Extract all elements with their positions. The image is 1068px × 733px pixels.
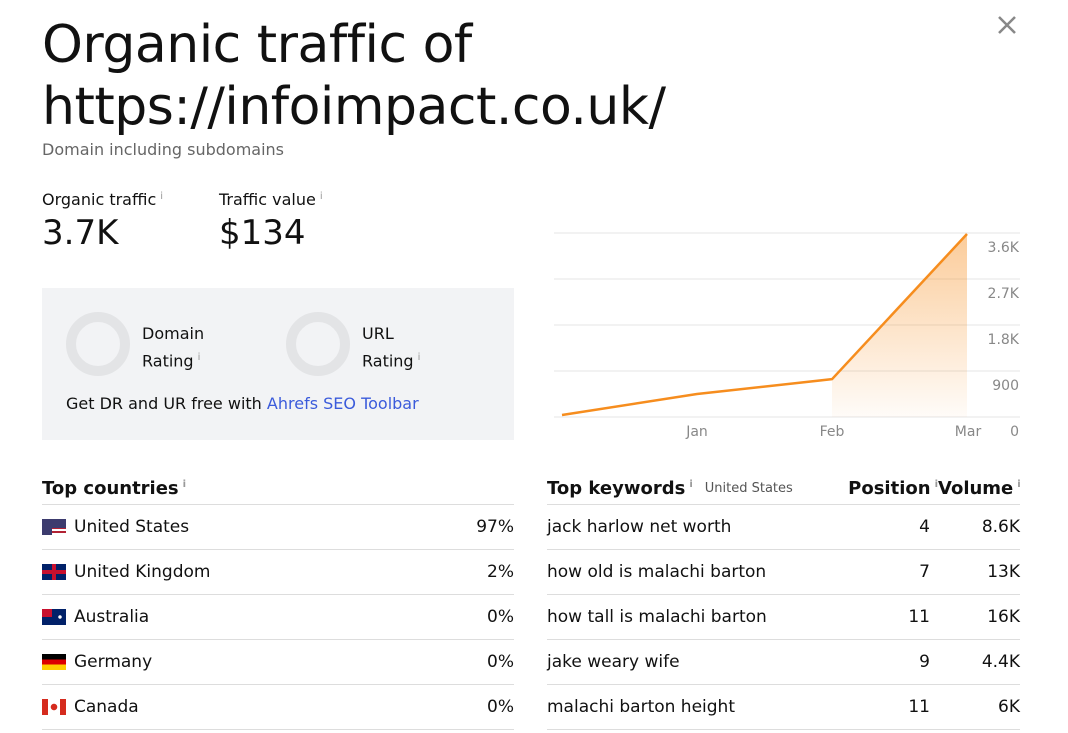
x-tick-label: Feb [820, 424, 845, 440]
traffic-share: 97% [476, 517, 514, 537]
traffic-share: 0% [487, 697, 514, 717]
position: 11 [908, 697, 930, 717]
keywords-table: Top keywords United States Position Volu… [547, 472, 1021, 730]
table-row: Canada 0% [42, 685, 514, 730]
y-tick-label: 0 [1010, 424, 1019, 440]
volume: 4.4K [981, 652, 1020, 672]
toolbar-link[interactable]: Ahrefs SEO Toolbar [266, 394, 419, 413]
keyword: jake weary wife [547, 652, 680, 672]
close-button[interactable] [994, 12, 1020, 38]
keyword: jack harlow net worth [547, 517, 732, 537]
line [561, 233, 968, 417]
flag-icon [42, 609, 66, 625]
chart: 0 900 1.8K 2.7K 3.6K Jan Feb Mar [554, 232, 1020, 440]
subtitle: Domain including subdomains [42, 140, 285, 159]
metric-value: 3.7K [42, 213, 119, 253]
position: 9 [919, 652, 930, 672]
table-row: jack harlow net worth 4 8.6K [547, 505, 1020, 550]
country-filter[interactable]: United States [704, 480, 793, 496]
y-tick-label: 900 [992, 378, 1019, 394]
country-name: United States [74, 517, 190, 537]
y-tick-label: 3.6K [988, 240, 1020, 256]
column-header: Volume [938, 477, 1014, 499]
country-name: Germany [74, 652, 153, 672]
rating-label: URL Rating [362, 322, 432, 373]
volume: 8.6K [981, 517, 1020, 537]
volume: 6K [998, 697, 1020, 717]
position: 4 [919, 517, 930, 537]
metric-value: $134 [219, 213, 306, 253]
country-name: Australia [74, 607, 150, 627]
metric: Traffic value $134 [219, 190, 323, 253]
y-tick-label: 2.7K [988, 286, 1020, 302]
country-name: United Kingdom [74, 562, 211, 582]
traffic-share: 2% [487, 562, 514, 582]
traffic-share: 0% [487, 607, 514, 627]
x-tick-label: Mar [955, 424, 982, 440]
flag-icon [42, 654, 66, 670]
rating-ring [286, 312, 350, 376]
table-title: Top countries [42, 477, 179, 499]
volume: 16K [987, 607, 1020, 627]
keyword: how old is malachi barton [547, 562, 767, 582]
position: 11 [908, 607, 930, 627]
traffic-share: 0% [487, 652, 514, 672]
table-title: Top keywords [547, 477, 686, 499]
table-row: United States 97% [42, 505, 514, 550]
flag-icon [42, 564, 66, 580]
countries-table: Top countries United States 97% United Kin… [42, 472, 514, 730]
metric: Organic traffic 3.7K [42, 190, 163, 253]
metric-label: Organic traffic [42, 190, 157, 209]
promo: Get DR and UR free with Ahrefs SEO Toolb… [66, 394, 419, 413]
volume: 13K [987, 562, 1020, 582]
position: 7 [919, 562, 930, 582]
table-row: United Kingdom 2% [42, 550, 514, 595]
title: Organic traffic of https://infoimpact.co… [42, 15, 666, 137]
rating-ring [66, 312, 130, 376]
flag-icon [42, 519, 66, 535]
column-header: Position [848, 477, 931, 499]
x-tick-label: Jan [685, 424, 708, 440]
rating-box: Domain Rating URL Rating Get DR and UR f… [42, 288, 514, 440]
rating-label: Domain Rating [142, 322, 222, 373]
area-fill [832, 234, 967, 417]
table-row: Australia 0% [42, 595, 514, 640]
metric-label: Traffic value [219, 190, 316, 209]
table-row: how tall is malachi barton 11 16K [547, 595, 1020, 640]
flag-icon [42, 699, 66, 715]
y-tick-label: 1.8K [988, 332, 1020, 348]
keyword: how tall is malachi barton [547, 607, 767, 627]
table-row: Germany 0% [42, 640, 514, 685]
country-name: Canada [74, 697, 139, 717]
table-row: jake weary wife 9 4.4K [547, 640, 1020, 685]
keyword: malachi barton height [547, 697, 735, 717]
table-row: how old is malachi barton 7 13K [547, 550, 1020, 595]
table-row: malachi barton height 11 6K [547, 685, 1020, 730]
